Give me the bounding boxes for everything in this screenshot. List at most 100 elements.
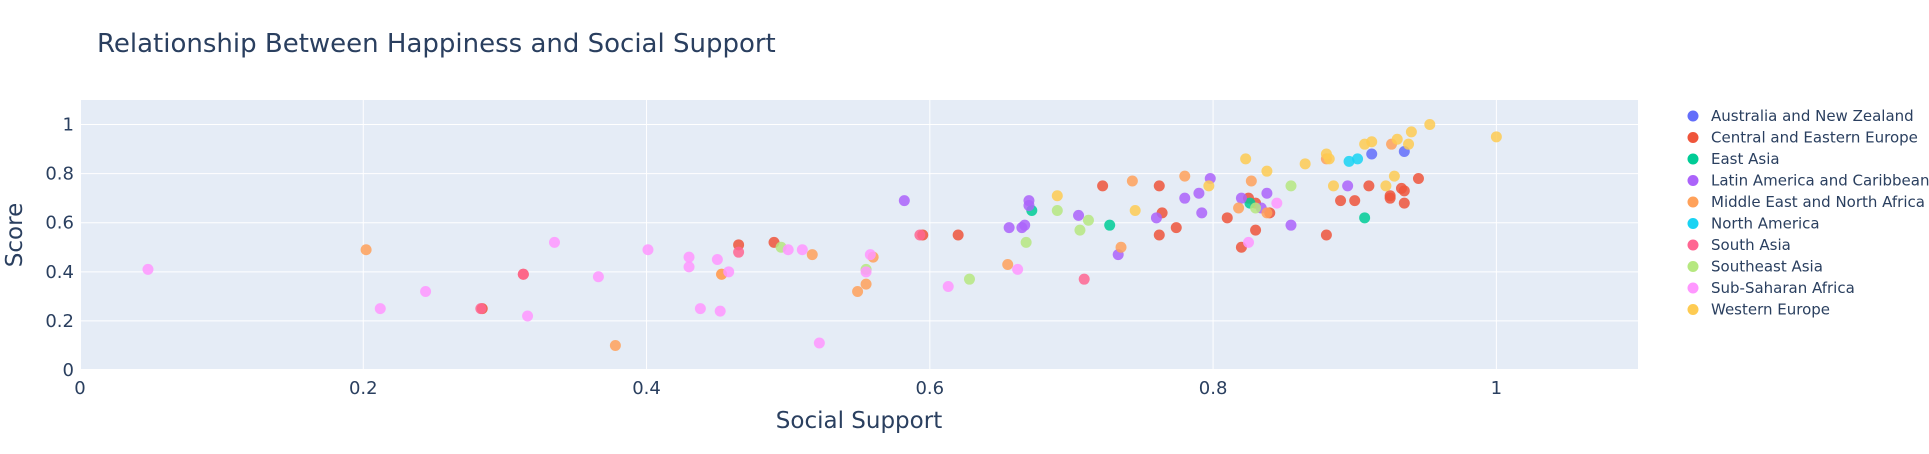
legend-item[interactable]: Latin America and Caribbean (1688, 172, 1929, 190)
data-point[interactable] (1300, 158, 1311, 169)
data-point[interactable] (1203, 180, 1214, 191)
legend-item[interactable]: Central and Eastern Europe (1688, 129, 1918, 147)
data-point[interactable] (943, 281, 954, 292)
data-point[interactable] (1342, 180, 1353, 191)
data-point[interactable] (1116, 242, 1127, 253)
data-point[interactable] (1380, 180, 1391, 191)
data-point[interactable] (1261, 207, 1272, 218)
data-point[interactable] (1083, 215, 1094, 226)
data-point[interactable] (1349, 195, 1360, 206)
legend-item[interactable]: East Asia (1688, 150, 1780, 168)
data-point[interactable] (1413, 173, 1424, 184)
data-point[interactable] (1130, 205, 1141, 216)
data-point[interactable] (1399, 185, 1410, 196)
data-point[interactable] (1392, 134, 1403, 145)
data-point[interactable] (1261, 166, 1272, 177)
data-point[interactable] (1127, 176, 1138, 187)
data-point[interactable] (861, 279, 872, 290)
data-point[interactable] (1359, 212, 1370, 223)
data-point[interactable] (814, 338, 825, 349)
legend-item[interactable]: Western Europe (1688, 301, 1831, 319)
data-point[interactable] (1321, 230, 1332, 241)
data-point[interactable] (1352, 153, 1363, 164)
data-point[interactable] (1240, 153, 1251, 164)
data-point[interactable] (1246, 176, 1257, 187)
data-point[interactable] (1424, 119, 1435, 130)
data-point[interactable] (1023, 195, 1034, 206)
data-point[interactable] (914, 230, 925, 241)
legend-item[interactable]: Southeast Asia (1688, 258, 1823, 276)
legend-item[interactable]: South Asia (1688, 236, 1791, 254)
data-point[interactable] (807, 249, 818, 260)
data-point[interactable] (1491, 131, 1502, 142)
data-point[interactable] (1366, 149, 1377, 160)
data-point[interactable] (1154, 230, 1165, 241)
data-point[interactable] (1250, 203, 1261, 214)
data-point[interactable] (420, 286, 431, 297)
data-point[interactable] (861, 266, 872, 277)
data-point[interactable] (1250, 225, 1261, 236)
legend-item[interactable]: Australia and New Zealand (1688, 107, 1914, 125)
data-point[interactable] (1004, 222, 1015, 233)
data-point[interactable] (1002, 259, 1013, 270)
data-point[interactable] (1196, 207, 1207, 218)
data-point[interactable] (733, 247, 744, 258)
data-point[interactable] (593, 271, 604, 282)
data-point[interactable] (695, 303, 706, 314)
data-point[interactable] (1389, 171, 1400, 182)
data-point[interactable] (1285, 220, 1296, 231)
data-point[interactable] (1154, 180, 1165, 191)
data-point[interactable] (1073, 210, 1084, 221)
data-point[interactable] (1243, 237, 1254, 248)
data-point[interactable] (1335, 195, 1346, 206)
data-point[interactable] (1261, 188, 1272, 199)
data-point[interactable] (964, 274, 975, 285)
data-point[interactable] (518, 269, 529, 280)
data-point[interactable] (1019, 220, 1030, 231)
data-point[interactable] (375, 303, 386, 314)
data-point[interactable] (1104, 220, 1115, 231)
data-point[interactable] (1271, 198, 1282, 209)
data-point[interactable] (522, 311, 533, 322)
data-point[interactable] (1403, 139, 1414, 150)
data-point[interactable] (1171, 222, 1182, 233)
data-point[interactable] (1012, 264, 1023, 275)
data-point[interactable] (1236, 193, 1247, 204)
legend-item[interactable]: Sub-Saharan Africa (1688, 279, 1855, 297)
data-point[interactable] (865, 249, 876, 260)
data-point[interactable] (1399, 198, 1410, 209)
data-point[interactable] (361, 244, 372, 255)
data-point[interactable] (684, 252, 695, 263)
data-point[interactable] (1097, 180, 1108, 191)
data-point[interactable] (1151, 212, 1162, 223)
data-point[interactable] (1052, 205, 1063, 216)
legend[interactable]: Australia and New Zealand Central and Eas… (1688, 107, 1929, 319)
data-point[interactable] (1079, 274, 1090, 285)
data-point[interactable] (712, 254, 723, 265)
data-point[interactable] (899, 195, 910, 206)
data-point[interactable] (715, 306, 726, 317)
data-point[interactable] (1193, 188, 1204, 199)
data-point[interactable] (1324, 153, 1335, 164)
legend-item[interactable]: Middle East and North Africa (1688, 193, 1925, 211)
data-point[interactable] (1328, 180, 1339, 191)
data-point[interactable] (1385, 193, 1396, 204)
data-point[interactable] (1285, 180, 1296, 191)
data-point[interactable] (142, 264, 153, 275)
data-point[interactable] (684, 261, 695, 272)
data-point[interactable] (797, 244, 808, 255)
data-point[interactable] (852, 286, 863, 297)
data-point[interactable] (1052, 190, 1063, 201)
data-point[interactable] (1233, 203, 1244, 214)
data-point[interactable] (1406, 126, 1417, 137)
data-point[interactable] (642, 244, 653, 255)
data-point[interactable] (475, 303, 486, 314)
data-point[interactable] (723, 266, 734, 277)
data-point[interactable] (1363, 180, 1374, 191)
data-point[interactable] (783, 244, 794, 255)
data-point[interactable] (1179, 171, 1190, 182)
data-point[interactable] (610, 340, 621, 351)
data-point[interactable] (1366, 136, 1377, 147)
legend-item[interactable]: North America (1688, 215, 1820, 233)
data-point[interactable] (1222, 212, 1233, 223)
